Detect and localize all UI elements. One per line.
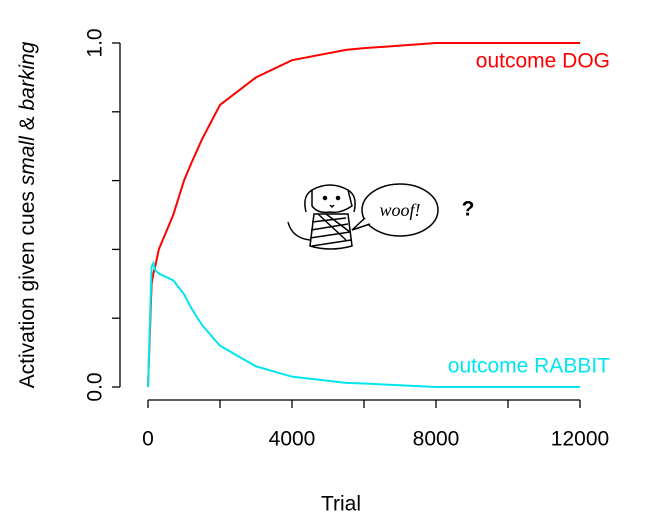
y-label-part: small [16, 135, 39, 185]
series-label: outcome DOG [476, 50, 610, 73]
y-label-part: & [16, 116, 39, 130]
series-line [147, 260, 580, 388]
x-tick-label: 4000 [269, 428, 316, 451]
dog-illustration [287, 183, 439, 250]
x-axis-label: Trial [321, 493, 361, 516]
x-tick-label: 12000 [551, 428, 609, 451]
y-axis-label: Activation given cues small & barking [16, 41, 39, 388]
x-tick-label: 0 [142, 428, 154, 451]
annotation: ? [462, 198, 475, 221]
y-tick-label: 1.0 [84, 28, 107, 57]
series-label: outcome RABBIT [448, 355, 610, 378]
y-tick-label: 0.0 [84, 372, 107, 401]
x-tick-label: 8000 [413, 428, 460, 451]
annotation: woof! [379, 200, 420, 220]
y-label-part: barking [16, 41, 39, 110]
y-label-part: Activation given cues [16, 191, 39, 388]
